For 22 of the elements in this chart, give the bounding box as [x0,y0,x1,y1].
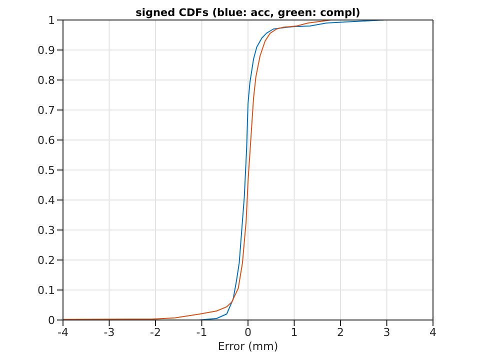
y-tick-label: 0.5 [38,164,55,177]
x-tick-label: -3 [104,326,115,339]
x-tick-label: -2 [150,326,161,339]
x-tick-label: 4 [430,326,436,339]
x-tick-label: 0 [244,326,252,339]
y-tick-label: 0.1 [38,284,55,297]
y-tick-label: 0 [48,314,55,327]
y-tick-label: 0.6 [38,134,55,147]
y-tick-label: 0.3 [38,224,55,237]
x-tick-label: 3 [383,326,390,339]
y-tick-label: 0.4 [38,194,55,207]
y-tick-label: 0.8 [38,74,55,87]
x-tick-label: -4 [58,326,68,339]
y-tick-label: 0.7 [38,104,55,117]
x-tick-label: -1 [196,326,208,339]
y-tick-label: 0.2 [38,254,55,267]
y-tick-label: 1 [48,14,55,27]
x-axis-title: Error (mm) [218,340,278,353]
chart-title: signed CDFs (blue: acc, green: compl) [134,7,362,19]
y-tick-label: 0.9 [38,44,55,57]
x-tick-label: 1 [290,326,298,339]
x-tick-label: 2 [337,326,344,339]
